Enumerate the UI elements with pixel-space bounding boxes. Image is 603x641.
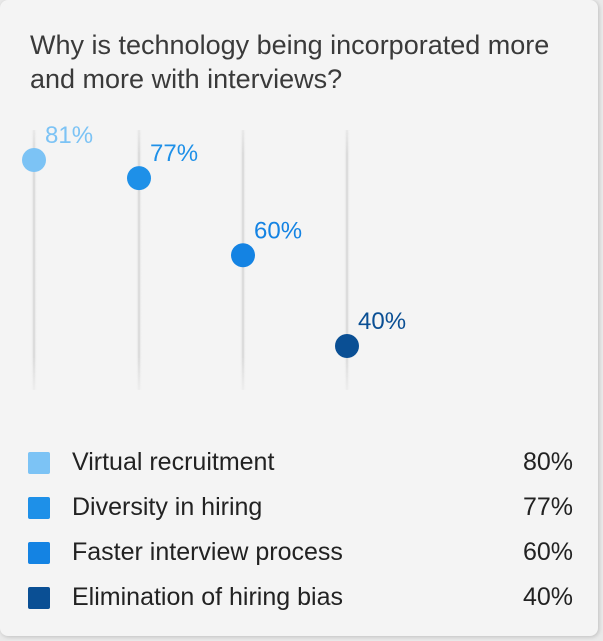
chart-title: Why is technology being incorporated mor…: [30, 30, 550, 94]
data-point: [335, 334, 359, 358]
dot-track: [344, 130, 350, 390]
dot-track: [136, 130, 142, 390]
legend-value: 77%: [522, 493, 573, 521]
data-label: 40%: [358, 308, 406, 335]
dot-chart: 81% 77% 60% 40%: [22, 122, 406, 390]
legend-value: 80%: [522, 448, 573, 476]
legend-label: Faster interview process: [72, 538, 343, 566]
data-label: 60%: [254, 217, 302, 244]
legend-item: Faster interview process 60%: [28, 530, 573, 575]
legend-swatch: [28, 496, 50, 519]
data-point: [127, 166, 151, 191]
data-label: 77%: [150, 140, 198, 167]
legend-label: Elimination of hiring bias: [72, 583, 343, 611]
legend: Virtual recruitment 80% Diversity in hir…: [28, 440, 573, 620]
data-point: [22, 148, 46, 172]
data-label: 81%: [45, 122, 93, 149]
legend-swatch: [28, 451, 50, 474]
legend-label: Diversity in hiring: [72, 493, 263, 521]
legend-item: Elimination of hiring bias 40%: [28, 575, 573, 620]
legend-item: Virtual recruitment 80%: [28, 440, 573, 485]
legend-item: Diversity in hiring 77%: [28, 485, 573, 530]
legend-value: 60%: [522, 538, 573, 566]
data-point: [231, 243, 255, 268]
legend-value: 40%: [522, 583, 573, 611]
legend-swatch: [28, 586, 50, 609]
legend-label: Virtual recruitment: [72, 448, 275, 476]
dot-track: [31, 130, 37, 390]
legend-swatch: [28, 541, 50, 564]
